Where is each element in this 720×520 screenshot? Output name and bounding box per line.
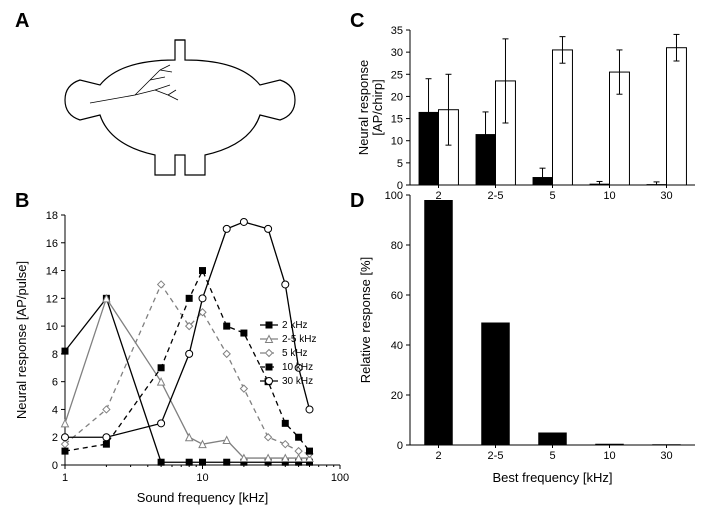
svg-text:2 kHz: 2 kHz: [282, 320, 308, 331]
svg-text:2-5: 2-5: [488, 450, 504, 462]
svg-text:14: 14: [46, 266, 58, 278]
svg-text:80: 80: [391, 240, 403, 252]
svg-text:[AP/chirp]: [AP/chirp]: [370, 79, 385, 135]
svg-text:16: 16: [46, 238, 58, 250]
svg-text:40: 40: [391, 340, 403, 352]
svg-text:60: 60: [391, 290, 403, 302]
svg-text:Relative response [%]: Relative response [%]: [358, 257, 373, 383]
svg-text:6: 6: [52, 377, 58, 389]
svg-text:Neural response: Neural response: [356, 60, 371, 155]
svg-text:8: 8: [52, 349, 58, 361]
svg-text:20: 20: [391, 91, 403, 103]
svg-text:10: 10: [603, 450, 615, 462]
panel-d-label: D: [350, 190, 364, 213]
panel-b-label: B: [15, 190, 29, 213]
panel-a: A: [10, 10, 350, 190]
svg-text:5: 5: [549, 450, 555, 462]
svg-text:4: 4: [52, 404, 58, 416]
svg-text:Best frequency [kHz]: Best frequency [kHz]: [493, 470, 613, 485]
svg-text:30 kHz: 30 kHz: [282, 376, 313, 387]
svg-text:35: 35: [391, 25, 403, 37]
svg-text:5: 5: [397, 158, 403, 170]
svg-text:12: 12: [46, 293, 58, 305]
panel-d: D 0 20 40 60 80 100 2 2-5 5 10 30 Best frequency [k…: [350, 190, 710, 510]
figure-container: A: [10, 10, 710, 510]
svg-text:30: 30: [660, 450, 672, 462]
svg-text:100: 100: [385, 190, 403, 202]
svg-text:10: 10: [196, 472, 208, 484]
panel-b: B 0 2 4 6 8 10 12 14 16 18 1 10 100 Sound frequency […: [10, 190, 350, 510]
svg-text:18: 18: [46, 210, 58, 222]
svg-text:2: 2: [435, 450, 441, 462]
svg-text:10: 10: [46, 321, 58, 333]
svg-text:20: 20: [391, 390, 403, 402]
svg-text:2: 2: [52, 432, 58, 444]
panel-a-sketch: [10, 10, 350, 190]
svg-text:0: 0: [397, 440, 403, 452]
panel-c-label: C: [350, 10, 364, 33]
svg-text:0: 0: [52, 460, 58, 472]
panel-b-chart: 0 2 4 6 8 10 12 14 16 18 1 10 100 Sound frequency [kH…: [10, 190, 350, 510]
svg-text:100: 100: [331, 472, 349, 484]
svg-text:Neural response [AP/pulse]: Neural response [AP/pulse]: [14, 261, 29, 419]
svg-text:2-5 kHz: 2-5 kHz: [282, 334, 316, 345]
svg-text:Sound frequency [kHz]: Sound frequency [kHz]: [137, 490, 269, 505]
svg-text:5 kHz: 5 kHz: [282, 348, 308, 359]
panel-a-label: A: [15, 10, 29, 33]
panel-d-chart: 0 20 40 60 80 100 2 2-5 5 10 30 Best frequency [kHz…: [350, 190, 710, 490]
svg-text:10: 10: [391, 136, 403, 148]
panel-c: C 0510152025303522-551030Neural response…: [350, 10, 710, 190]
svg-text:15: 15: [391, 114, 403, 126]
panel-c-chart: 0510152025303522-551030Neural response[A…: [350, 10, 710, 210]
svg-text:30: 30: [391, 47, 403, 59]
svg-text:10 kHz: 10 kHz: [282, 362, 313, 373]
svg-text:25: 25: [391, 69, 403, 81]
svg-text:1: 1: [62, 472, 68, 484]
